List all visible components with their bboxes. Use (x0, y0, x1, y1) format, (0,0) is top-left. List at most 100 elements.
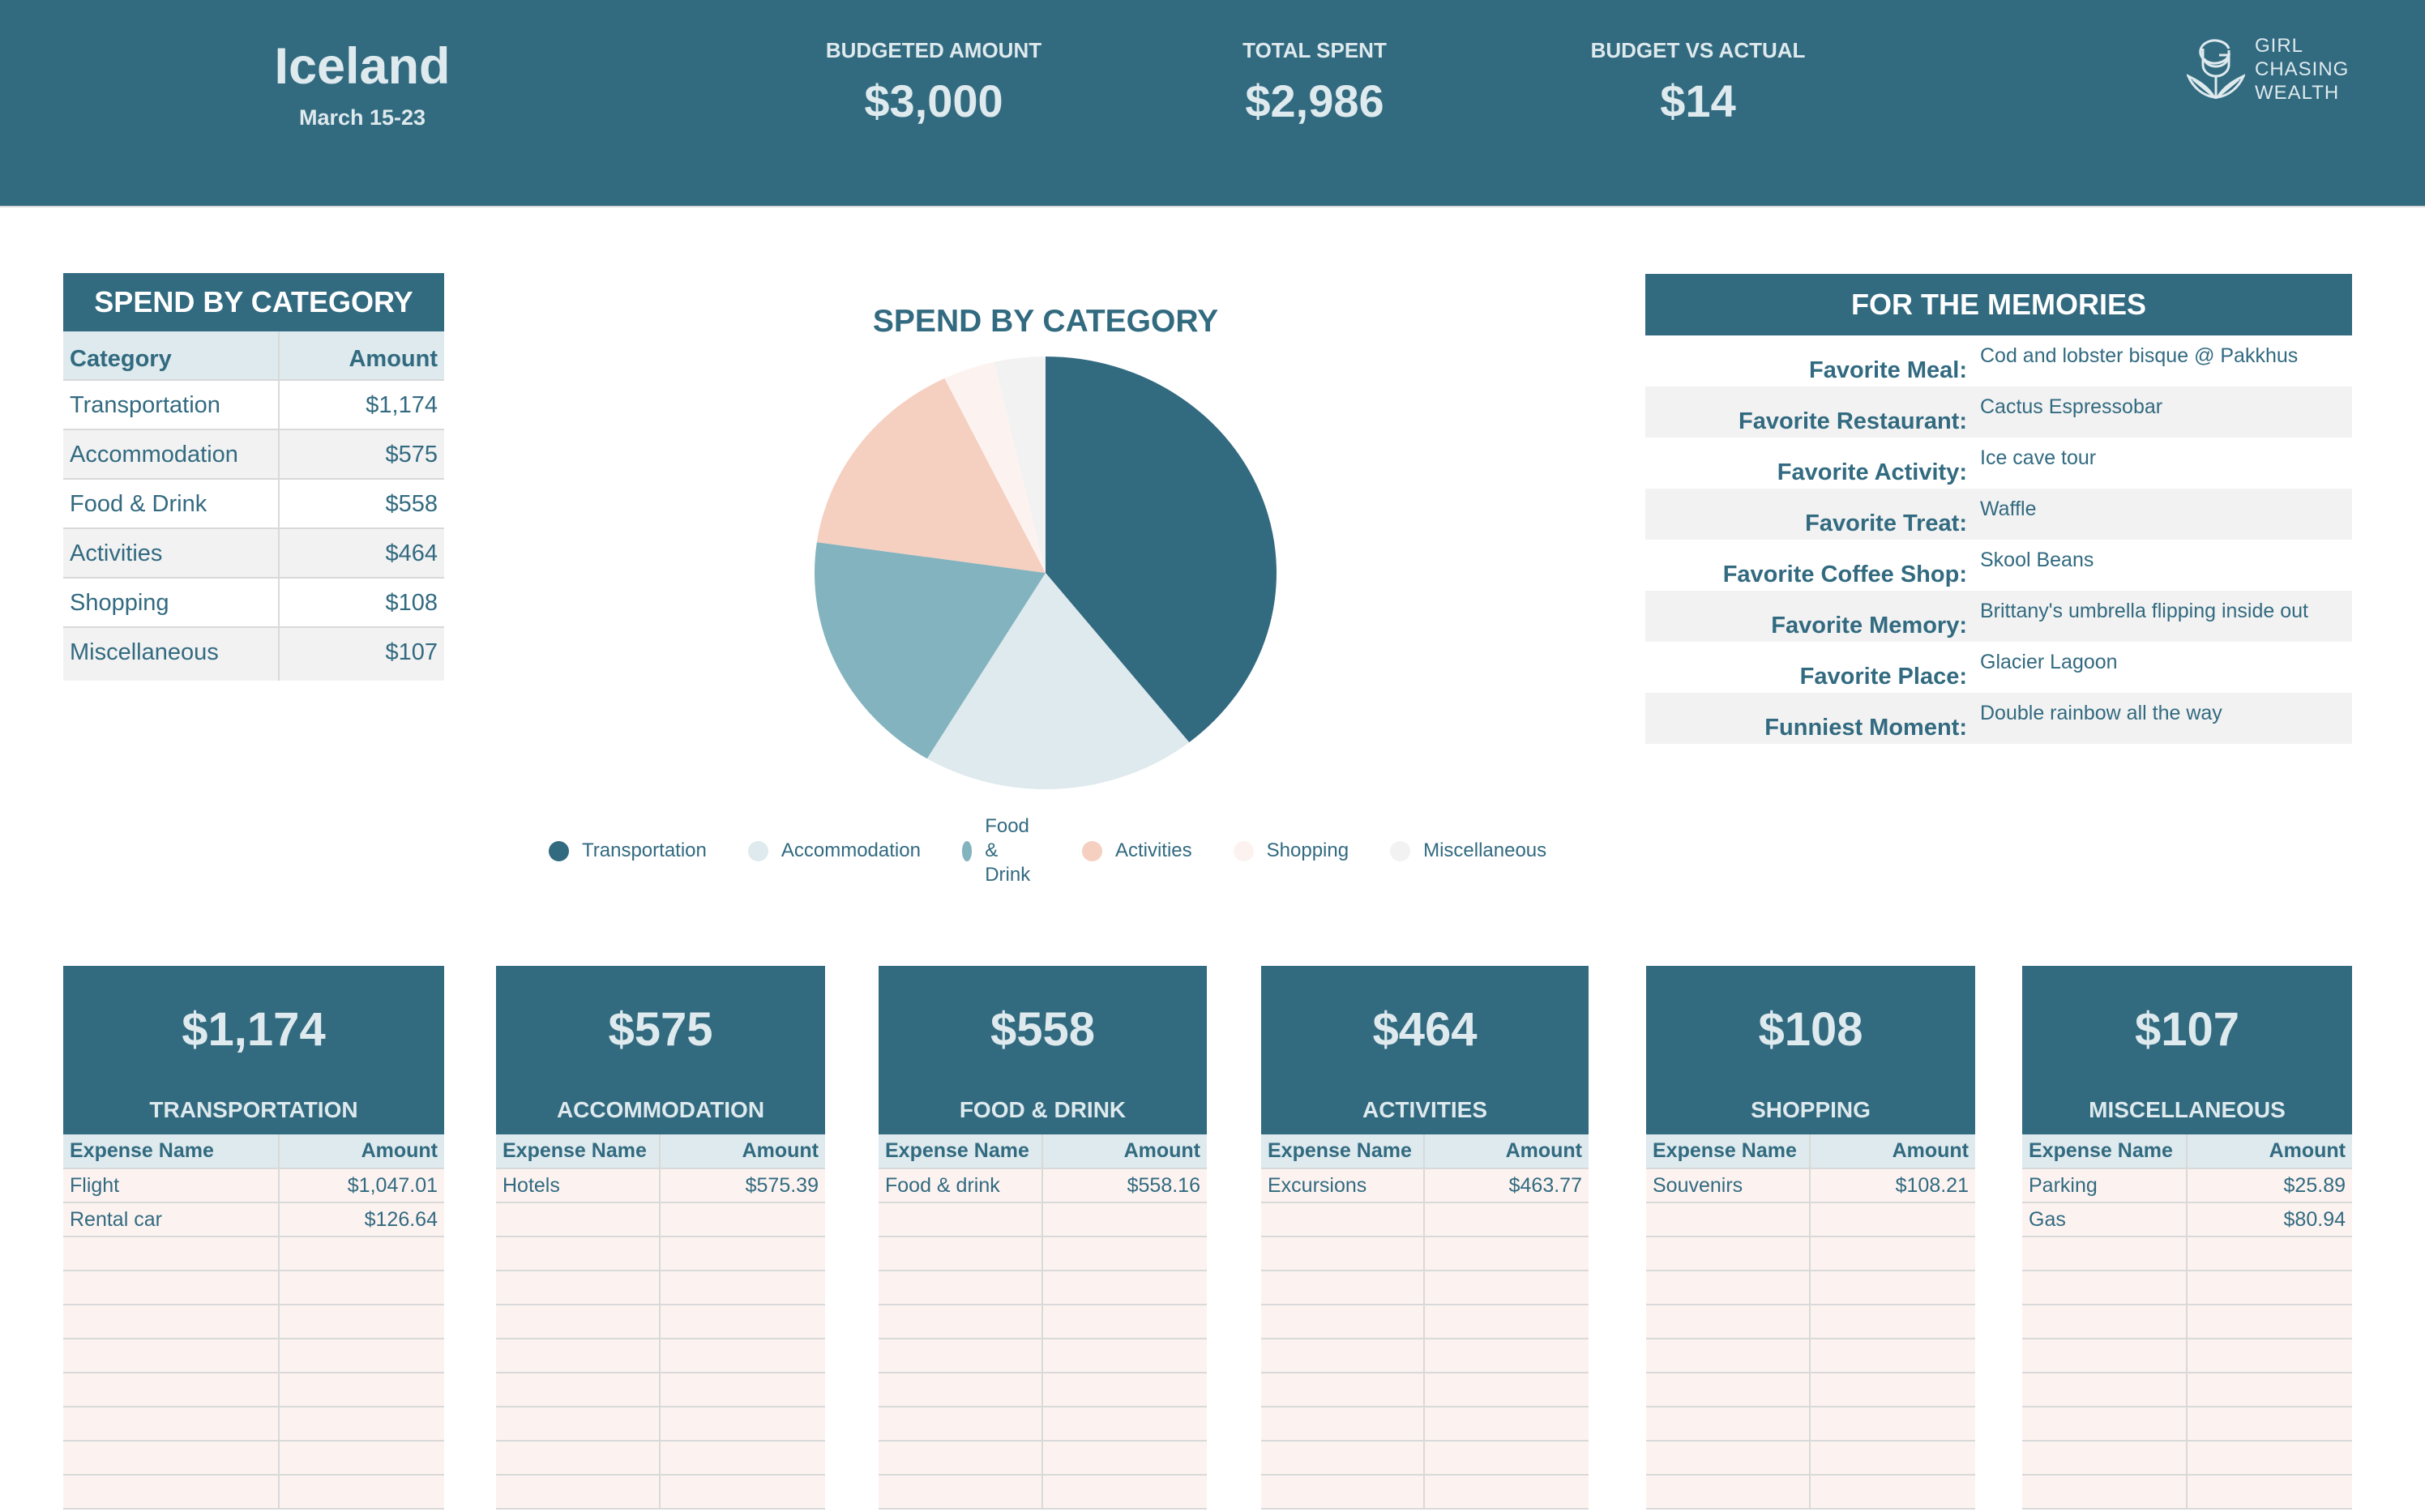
expense-amount-cell[interactable]: $80.94 (2283, 1208, 2346, 1231)
expense-amount-cell[interactable] (661, 1203, 825, 1236)
expense-name-cell[interactable] (496, 1373, 661, 1406)
expense-name-cell[interactable]: Excursions (1261, 1169, 1425, 1202)
expense-amount-cell[interactable]: $25.89 (2283, 1174, 2346, 1197)
expense-name-cell[interactable] (63, 1373, 280, 1406)
expense-name-cell[interactable] (1261, 1407, 1425, 1440)
expense-name-cell[interactable] (879, 1203, 1043, 1236)
expense-amount-cell[interactable] (280, 1407, 444, 1440)
expense-amount-cell[interactable] (280, 1373, 444, 1406)
expense-amount-cell[interactable] (2188, 1271, 2352, 1304)
expense-amount-cell[interactable] (1043, 1305, 1207, 1338)
expense-name-cell[interactable]: Flight (63, 1169, 280, 1202)
expense-amount-cell[interactable] (661, 1442, 825, 1474)
expense-amount-cell[interactable] (1425, 1203, 1589, 1236)
expense-name-cell[interactable] (879, 1237, 1043, 1270)
expense-name-cell[interactable] (879, 1407, 1043, 1440)
expense-name-cell[interactable]: Hotels (496, 1169, 661, 1202)
expense-amount-cell[interactable] (1043, 1339, 1207, 1372)
expense-name-cell[interactable] (2022, 1476, 2188, 1508)
expense-name-cell[interactable] (1646, 1305, 1811, 1338)
expense-name-cell[interactable] (1646, 1203, 1811, 1236)
expense-name-cell[interactable]: Gas (2022, 1203, 2188, 1236)
expense-name-cell[interactable] (1646, 1373, 1811, 1406)
expense-name-cell[interactable] (1646, 1339, 1811, 1372)
expense-name-cell[interactable]: Parking (2022, 1169, 2188, 1202)
expense-name-cell[interactable] (2022, 1271, 2188, 1304)
expense-amount-cell[interactable] (2188, 1305, 2352, 1338)
expense-name-cell[interactable] (496, 1271, 661, 1304)
expense-name-cell[interactable] (496, 1305, 661, 1338)
expense-name-cell[interactable] (879, 1339, 1043, 1372)
expense-amount-cell[interactable] (1811, 1203, 1975, 1236)
expense-name-cell[interactable] (2022, 1373, 2188, 1406)
expense-name-cell[interactable] (63, 1305, 280, 1338)
expense-amount-cell[interactable] (2188, 1407, 2352, 1440)
expense-name-cell[interactable] (2022, 1237, 2188, 1270)
expense-amount-cell[interactable] (1043, 1373, 1207, 1406)
expense-amount-cell[interactable] (1811, 1339, 1975, 1372)
expense-amount-cell[interactable] (2188, 1476, 2352, 1508)
expense-name-cell[interactable] (1261, 1373, 1425, 1406)
expense-amount-cell[interactable]: $558.16 (1127, 1174, 1200, 1197)
expense-name-cell[interactable] (1261, 1442, 1425, 1474)
expense-amount-cell[interactable] (2188, 1237, 2352, 1270)
expense-amount-cell[interactable] (280, 1442, 444, 1474)
expense-amount-cell[interactable] (661, 1373, 825, 1406)
expense-amount-cell[interactable] (1811, 1305, 1975, 1338)
expense-name-cell[interactable]: Souvenirs (1646, 1169, 1811, 1202)
expense-amount-cell[interactable] (1425, 1476, 1589, 1508)
expense-amount-cell[interactable] (1811, 1271, 1975, 1304)
expense-amount-cell[interactable] (661, 1476, 825, 1508)
expense-name-cell[interactable] (2022, 1305, 2188, 1338)
expense-name-cell[interactable] (2022, 1407, 2188, 1440)
expense-name-cell[interactable] (63, 1476, 280, 1508)
expense-amount-cell[interactable] (1425, 1305, 1589, 1338)
expense-name-cell[interactable] (63, 1442, 280, 1474)
expense-amount-cell[interactable] (1043, 1237, 1207, 1270)
expense-amount-cell[interactable] (661, 1271, 825, 1304)
expense-name-cell[interactable] (63, 1271, 280, 1304)
expense-amount-cell[interactable] (1425, 1237, 1589, 1270)
expense-name-cell[interactable]: Rental car (63, 1203, 280, 1236)
expense-amount-cell[interactable] (2188, 1339, 2352, 1372)
expense-name-cell[interactable] (2022, 1339, 2188, 1372)
expense-name-cell[interactable] (879, 1373, 1043, 1406)
expense-name-cell[interactable] (1261, 1203, 1425, 1236)
expense-amount-cell[interactable] (280, 1339, 444, 1372)
expense-amount-cell[interactable] (280, 1271, 444, 1304)
expense-name-cell[interactable] (1646, 1407, 1811, 1440)
expense-name-cell[interactable] (1261, 1476, 1425, 1508)
expense-name-cell[interactable] (63, 1237, 280, 1270)
expense-amount-cell[interactable] (1425, 1373, 1589, 1406)
expense-amount-cell[interactable] (1043, 1271, 1207, 1304)
expense-name-cell[interactable] (2022, 1442, 2188, 1474)
expense-amount-cell[interactable] (1811, 1442, 1975, 1474)
expense-name-cell[interactable] (1261, 1237, 1425, 1270)
expense-name-cell[interactable] (63, 1339, 280, 1372)
expense-amount-cell[interactable] (1043, 1442, 1207, 1474)
expense-name-cell[interactable] (496, 1203, 661, 1236)
expense-name-cell[interactable] (879, 1305, 1043, 1338)
expense-amount-cell[interactable] (2188, 1373, 2352, 1406)
expense-name-cell[interactable] (1261, 1305, 1425, 1338)
expense-amount-cell[interactable] (1425, 1442, 1589, 1474)
expense-amount-cell[interactable]: $463.77 (1508, 1174, 1582, 1197)
expense-amount-cell[interactable] (1043, 1203, 1207, 1236)
expense-amount-cell[interactable]: $575.39 (745, 1174, 819, 1197)
expense-amount-cell[interactable] (1425, 1407, 1589, 1440)
expense-amount-cell[interactable] (1425, 1271, 1589, 1304)
expense-name-cell[interactable]: Food & drink (879, 1169, 1043, 1202)
expense-name-cell[interactable] (1261, 1339, 1425, 1372)
expense-amount-cell[interactable]: $126.64 (364, 1208, 438, 1231)
expense-name-cell[interactable] (1646, 1442, 1811, 1474)
expense-amount-cell[interactable]: $1,047.01 (347, 1174, 438, 1197)
expense-name-cell[interactable] (879, 1476, 1043, 1508)
expense-amount-cell[interactable] (2188, 1442, 2352, 1474)
expense-name-cell[interactable] (879, 1442, 1043, 1474)
expense-amount-cell[interactable] (1811, 1237, 1975, 1270)
expense-amount-cell[interactable] (1811, 1407, 1975, 1440)
expense-name-cell[interactable] (1261, 1271, 1425, 1304)
expense-name-cell[interactable] (1646, 1271, 1811, 1304)
expense-amount-cell[interactable] (1425, 1339, 1589, 1372)
expense-amount-cell[interactable] (661, 1339, 825, 1372)
